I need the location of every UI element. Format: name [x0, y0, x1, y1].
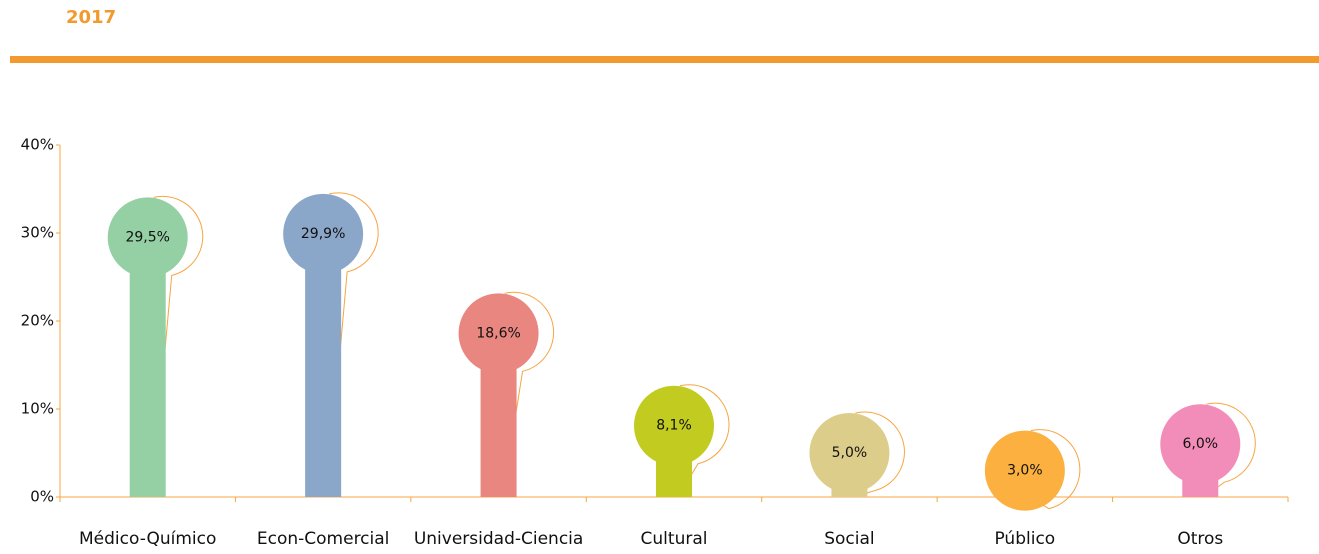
y-tick-label: 30% [21, 224, 54, 242]
chart-title: 2017 [66, 7, 116, 28]
y-tick-label: 40% [21, 136, 54, 154]
x-tick-label: Público [994, 529, 1055, 549]
y-tick-label: 0% [30, 488, 54, 506]
bar-head [634, 385, 714, 466]
bar-outline [502, 291, 555, 498]
value-label: 8,1% [656, 418, 692, 434]
value-label: 29,9% [301, 226, 345, 242]
bar-outline [151, 195, 204, 498]
bar-outline [1203, 402, 1256, 498]
x-tick-label: Cultural [641, 529, 708, 549]
x-tick-label: Econ-Comercial [257, 529, 390, 549]
y-tick-label: 20% [21, 312, 54, 330]
value-label: 5,0% [832, 445, 868, 461]
y-tick-label: 10% [21, 400, 54, 418]
header-rule [10, 56, 1319, 63]
x-tick-label: Social [824, 529, 874, 549]
bar-head [984, 430, 1065, 511]
bar-outline [326, 192, 379, 498]
x-tick-label: Otros [1177, 529, 1223, 549]
bar-outline [1028, 429, 1081, 510]
bar-head [1160, 404, 1241, 485]
x-tick-label: Universidad-Ciencia [414, 529, 583, 549]
bar-head [283, 193, 364, 274]
bar-outline [853, 411, 905, 498]
value-label: 6,0% [1182, 436, 1218, 452]
value-label: 29,5% [125, 229, 169, 245]
x-tick-label: Médico-Químico [79, 529, 216, 549]
bar [129, 237, 166, 497]
value-label: 3,0% [1007, 463, 1043, 479]
bar-head [107, 197, 188, 278]
value-label: 18,6% [476, 325, 520, 341]
bar-outline [677, 384, 730, 498]
bar-head [458, 293, 539, 374]
bar [305, 233, 342, 497]
bar-head [809, 413, 890, 493]
